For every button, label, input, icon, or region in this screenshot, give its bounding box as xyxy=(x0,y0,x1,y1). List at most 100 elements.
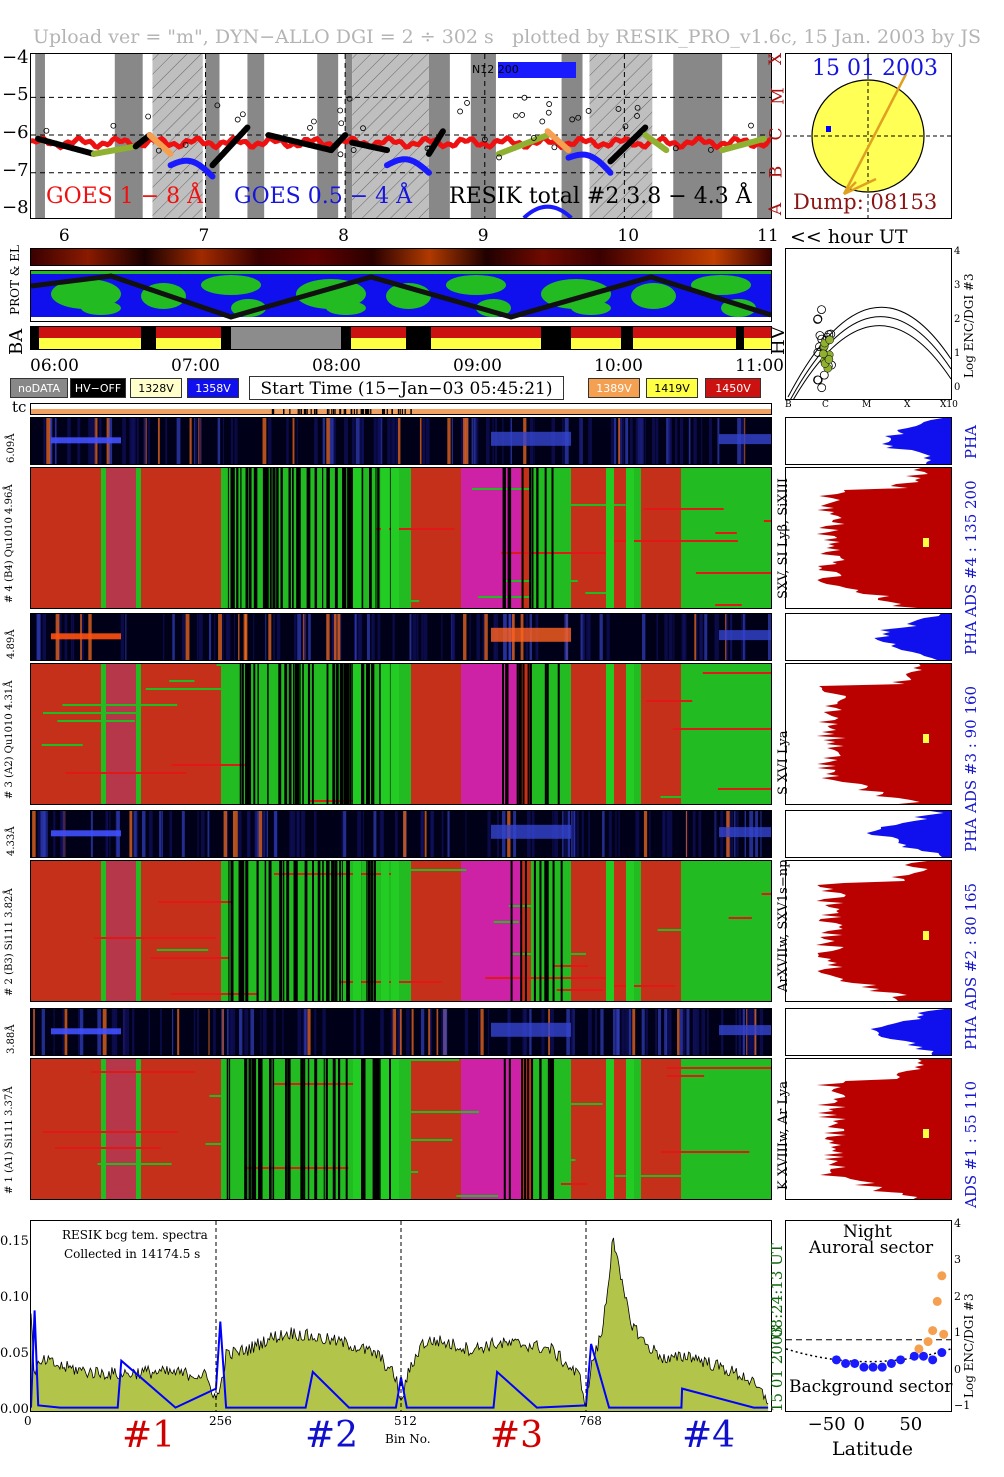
lat-ytick: −1 xyxy=(954,1399,971,1413)
lat-xlabel: Latitude xyxy=(832,1438,913,1460)
ba-hv-plot xyxy=(31,327,771,349)
auroral-point xyxy=(923,1337,933,1347)
spectrum-ytick: 0.15 xyxy=(0,1234,29,1250)
lat-ytick: 0 xyxy=(954,1362,961,1376)
background-point xyxy=(868,1362,878,1372)
line-ids: ArXVIIw, SXV1s−np xyxy=(776,859,791,992)
spectrum-xlabel: Bin No. xyxy=(385,1432,431,1446)
legend-1358v: 1358V xyxy=(187,378,239,398)
pha-label: PHA xyxy=(962,424,980,459)
ads-label: ADS #3 : 90 160 xyxy=(962,685,980,813)
spectrogram-4 xyxy=(30,467,772,609)
spectrum-xtick: 256 xyxy=(209,1414,232,1428)
background-point xyxy=(859,1362,869,1372)
orbit-map-plot xyxy=(31,271,771,321)
legend-1389v: 1389V xyxy=(588,378,640,398)
goes-class-label: B xyxy=(766,165,787,179)
orbit-time: 09:00 xyxy=(453,356,502,376)
auroral-point xyxy=(914,1344,924,1354)
spectrum-xtick: 0 xyxy=(24,1414,32,1428)
ads-label: ADS #2 : 80 165 xyxy=(962,882,980,1010)
tc-strip-top xyxy=(30,248,772,266)
background-point xyxy=(919,1351,928,1361)
tc-strip xyxy=(30,403,772,415)
tc-plot xyxy=(31,409,771,414)
background-point xyxy=(877,1362,887,1372)
ads-profile xyxy=(785,467,952,609)
legend-hvoff: HV−OFF xyxy=(70,378,126,398)
pha-label: PHA xyxy=(962,1015,980,1050)
legend-resik: RESIK total #2 3.8 − 4.3 Å xyxy=(449,184,752,209)
goes-panel xyxy=(30,53,772,219)
auroral-point xyxy=(939,1329,949,1339)
enc-xtick: X10 xyxy=(940,400,958,410)
spec-channel-label: # 1 (A1) Si111 3.37Å xyxy=(4,1086,15,1194)
orbit-time: 08:00 xyxy=(312,356,361,376)
ads-profile xyxy=(785,860,952,1002)
spec-channel-label: # 2 (B3) Si111 3.82Å xyxy=(4,888,15,996)
sun-date: 15 01 2003 xyxy=(812,56,938,81)
enc-xtick: C xyxy=(822,400,829,410)
spectrum-xtick: 512 xyxy=(394,1414,417,1428)
background-point xyxy=(831,1355,841,1365)
noaa-tag xyxy=(498,62,576,78)
line-ids: K XVIIIw, Ar Lya xyxy=(776,1081,791,1190)
pha-label: PHA xyxy=(962,817,980,852)
goes-ytick: −4 xyxy=(2,46,29,68)
pha-strip xyxy=(30,613,772,661)
pha-histogram xyxy=(785,810,952,858)
sun-disk-plot xyxy=(786,54,951,218)
header-right: plotted by RESIK_PRO_v1.6c, 15 Jan. 2003… xyxy=(512,26,981,48)
enc-ytick: 1 xyxy=(954,348,961,359)
auroral-point xyxy=(928,1326,938,1336)
spectrum-channel-label: #3 xyxy=(490,1415,544,1456)
goes-ytick: −6 xyxy=(2,122,29,144)
spectrum-xtick: 768 xyxy=(579,1414,602,1428)
goes-ytick: −5 xyxy=(2,84,29,106)
pha-strip xyxy=(30,417,772,465)
spectrum-plot xyxy=(31,1221,769,1411)
legend-1328v: 1328V xyxy=(130,378,182,398)
enc-ytick: 2 xyxy=(954,314,961,325)
goes-xtick: 10 xyxy=(617,226,640,246)
sun-disk xyxy=(811,79,925,193)
line-ids: SXV, SI Lyβ, SiXIII xyxy=(776,478,791,599)
lat-ytick: 2 xyxy=(954,1289,961,1303)
ads-label: ADS #4 : 135 200 xyxy=(962,480,980,617)
lat-xtick: 0 xyxy=(853,1414,865,1435)
spectrum-note-2: Collected in 14174.5 s xyxy=(64,1247,201,1261)
legend-nodata: noDATA xyxy=(10,378,68,398)
enc-panel xyxy=(785,248,952,400)
lat-ytick: 3 xyxy=(954,1253,961,1267)
goes-xtick: 7 xyxy=(198,226,210,246)
spectrum-ytick: 0.05 xyxy=(0,1346,29,1362)
goes-xtick: 8 xyxy=(338,226,349,246)
lat-ylabel: Log ENC/DGI #3 xyxy=(962,1293,976,1398)
orbit-time: 11:00 xyxy=(735,356,784,376)
sun-dump: Dump: 08153 xyxy=(793,190,938,214)
spectrum-outline xyxy=(31,1237,769,1406)
start-time-box: Start Time (15−Jan−03 05:45:21) xyxy=(249,376,564,400)
spectrum-note-1: RESIK bcg tem. spectra xyxy=(62,1228,208,1242)
pha-strip xyxy=(30,1008,772,1056)
legend-goes-long: GOES 1 − 8 Å xyxy=(46,184,204,209)
lat-xtick: −50 xyxy=(807,1414,846,1435)
line-ids: S XVI Lya xyxy=(776,730,791,795)
background-point xyxy=(937,1348,947,1358)
enc-xtick: M xyxy=(862,400,872,410)
pha-label: PHA xyxy=(962,620,980,655)
ads-profile xyxy=(785,663,952,805)
auroral-point xyxy=(932,1296,942,1306)
goes-xtick: 6 xyxy=(58,226,70,246)
spectrum-side-date: 15 01 2003 xyxy=(768,1326,786,1412)
pha-wavelength: 4.89Å xyxy=(6,629,17,660)
pha-wavelength: 4.33Å xyxy=(6,826,17,857)
background-point xyxy=(841,1359,851,1368)
lat-ytick: 4 xyxy=(954,1216,961,1230)
noaa-tag-label: N12 200 xyxy=(472,63,519,76)
goes-ytick: −8 xyxy=(2,197,29,219)
enc-xtick: X xyxy=(904,400,911,410)
background-point xyxy=(928,1355,938,1365)
lat-xtick: 50 xyxy=(899,1414,923,1435)
spectrogram-2 xyxy=(30,860,772,1002)
